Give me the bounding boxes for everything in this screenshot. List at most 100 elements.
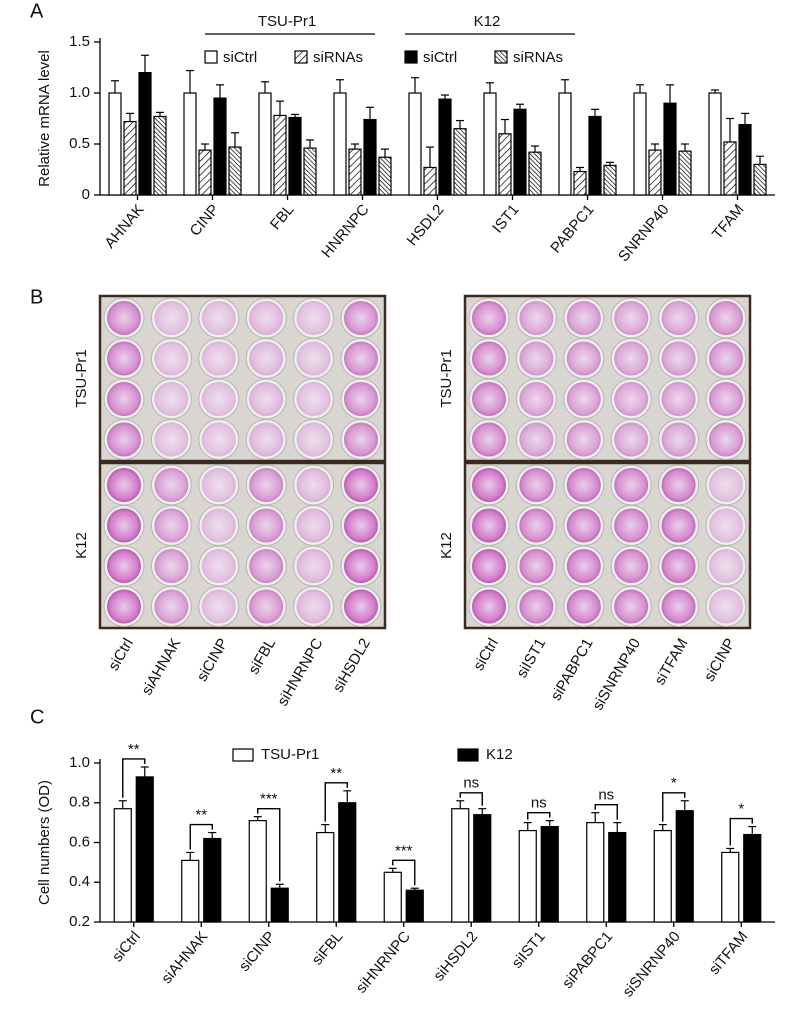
- well: [249, 549, 284, 583]
- bar: [721, 851, 740, 923]
- x-tick-label: CINP: [187, 201, 223, 239]
- x-tick-label: siSNRNP40: [619, 928, 683, 1000]
- well: [344, 422, 378, 457]
- x-tick-label: SNRNP40: [615, 201, 673, 265]
- x-tick-label: siHNRNPC: [353, 928, 414, 997]
- well: [472, 341, 506, 376]
- well: [519, 589, 554, 624]
- well: [519, 341, 554, 376]
- plate: [463, 294, 752, 463]
- well: [566, 589, 601, 624]
- column-label: siSNRNP40: [589, 635, 644, 713]
- well: [566, 422, 601, 457]
- legend-label: siCtrl: [223, 49, 257, 66]
- well: [249, 422, 284, 457]
- error-bar: [186, 69, 194, 93]
- error-bar: [441, 94, 449, 100]
- bracket: [527, 811, 551, 820]
- error-bar: [531, 145, 539, 153]
- bar: [273, 114, 287, 196]
- well: [709, 301, 743, 335]
- error-bar: [741, 112, 749, 125]
- significance-label: ns: [463, 775, 479, 792]
- x-tick-label: HNRNPC: [318, 201, 372, 261]
- well: [296, 341, 331, 376]
- well: [566, 301, 601, 335]
- well: [154, 382, 189, 416]
- row-label: K12: [73, 532, 90, 559]
- column-label: siCtrl: [105, 635, 137, 673]
- well: [201, 382, 236, 416]
- well: [154, 341, 189, 376]
- error-bar: [321, 824, 330, 833]
- error-bar: [651, 143, 659, 151]
- well: [661, 549, 696, 583]
- legend-label: siRNAs: [513, 49, 563, 66]
- bar: [113, 808, 132, 923]
- bar: [573, 170, 587, 196]
- column-label: siCINP: [701, 635, 739, 684]
- error-bar: [411, 77, 419, 93]
- well: [249, 589, 284, 624]
- error-bar: [545, 820, 554, 827]
- bar: [653, 829, 672, 923]
- error-bar: [456, 119, 464, 129]
- bar: [586, 822, 605, 923]
- well: [566, 382, 601, 416]
- bar: [348, 148, 362, 196]
- bar: [363, 118, 377, 196]
- row-label: TSU-Pr1: [73, 349, 90, 407]
- panel-label: C: [30, 706, 44, 728]
- x-tick-label: PABPC1: [547, 201, 597, 256]
- well: [249, 508, 284, 543]
- well: [614, 341, 649, 376]
- y-tick-label: 1.0: [69, 84, 90, 101]
- well: [519, 549, 554, 583]
- bar: [138, 71, 152, 196]
- error-bar: [216, 84, 224, 99]
- error-bar: [208, 831, 217, 839]
- bar: [675, 810, 694, 923]
- well: [249, 341, 284, 376]
- error-bar: [561, 79, 569, 93]
- bar: [473, 814, 492, 923]
- well: [709, 382, 743, 416]
- significance-bracket: *: [729, 801, 753, 846]
- bar: [743, 833, 762, 923]
- well: [709, 589, 743, 624]
- well: [296, 468, 331, 502]
- well: [709, 508, 743, 543]
- error-bar: [658, 824, 667, 831]
- legend-swatch: [404, 50, 418, 64]
- bar: [558, 92, 572, 196]
- y-tick-label: 0.2: [69, 913, 90, 930]
- well: [296, 589, 331, 624]
- well: [661, 468, 696, 502]
- well: [614, 301, 649, 335]
- bar: [153, 115, 167, 196]
- y-tick-label: 0.6: [69, 833, 90, 850]
- well: [107, 341, 141, 376]
- well: [472, 508, 506, 543]
- well: [154, 508, 189, 543]
- well: [709, 549, 743, 583]
- plate: [463, 461, 752, 630]
- bar: [678, 150, 692, 196]
- well: [566, 549, 601, 583]
- well: [344, 589, 378, 624]
- x-tick-label: siAHNAK: [158, 928, 211, 987]
- error-bar: [118, 800, 127, 809]
- error-bar: [456, 800, 465, 809]
- column-label: siPABPC1: [548, 635, 597, 703]
- error-bar: [726, 117, 734, 142]
- y-tick-label: 0.5: [69, 135, 90, 152]
- error-bar: [351, 143, 359, 150]
- error-bar: [576, 166, 584, 172]
- legend-group-title: TSU-Pr1: [258, 13, 316, 30]
- error-bar: [636, 84, 644, 93]
- well: [201, 549, 236, 583]
- bracket: [459, 792, 483, 806]
- well: [472, 589, 506, 624]
- column-label: siIST1: [513, 635, 549, 680]
